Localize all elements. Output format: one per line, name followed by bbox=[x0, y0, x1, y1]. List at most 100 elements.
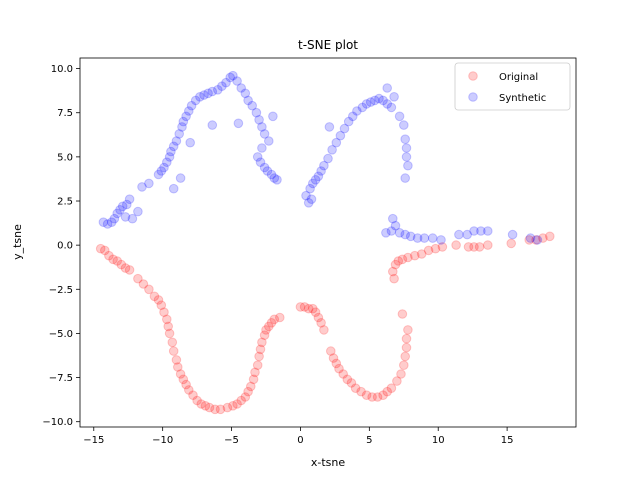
data-point bbox=[228, 401, 238, 411]
data-point bbox=[339, 123, 350, 134]
data-point bbox=[264, 136, 274, 146]
x-tick-label: −5 bbox=[224, 435, 239, 446]
data-point bbox=[156, 166, 167, 176]
x-ticks: −15 −10 −5 0 5 10 15 bbox=[83, 427, 513, 446]
data-point bbox=[181, 379, 191, 390]
data-point bbox=[308, 178, 318, 189]
data-point bbox=[232, 76, 242, 86]
data-point bbox=[112, 208, 122, 219]
data-point bbox=[149, 291, 160, 302]
data-point bbox=[357, 102, 368, 113]
data-point bbox=[138, 279, 149, 289]
data-point bbox=[436, 235, 446, 245]
data-point bbox=[233, 118, 244, 129]
data-point bbox=[167, 337, 178, 348]
data-point bbox=[295, 302, 306, 312]
data-point bbox=[474, 242, 485, 252]
data-point bbox=[334, 363, 344, 374]
data-point bbox=[306, 194, 317, 204]
data-point bbox=[153, 169, 164, 180]
data-point bbox=[343, 116, 354, 127]
data-point bbox=[397, 309, 408, 319]
data-point bbox=[507, 229, 518, 240]
data-point bbox=[403, 252, 413, 263]
data-point bbox=[98, 217, 109, 227]
data-point bbox=[153, 295, 164, 305]
data-point bbox=[168, 141, 179, 152]
data-point bbox=[378, 390, 388, 401]
data-point bbox=[301, 190, 311, 201]
y-tick-label: −5.0 bbox=[49, 329, 73, 340]
data-point bbox=[374, 93, 384, 104]
data-point bbox=[405, 231, 416, 242]
data-point bbox=[399, 360, 409, 371]
data-point bbox=[356, 386, 366, 397]
data-point bbox=[427, 233, 438, 243]
data-point bbox=[423, 245, 434, 256]
data-point bbox=[104, 250, 114, 261]
data-point bbox=[401, 152, 412, 162]
y-tick-label: −2.5 bbox=[49, 285, 73, 296]
data-point bbox=[269, 173, 280, 183]
data-point bbox=[451, 240, 461, 250]
data-point bbox=[310, 175, 321, 185]
data-point bbox=[156, 300, 167, 311]
data-point bbox=[236, 83, 246, 93]
data-point bbox=[272, 175, 282, 185]
data-point bbox=[388, 266, 398, 277]
y-tick-label: −10.0 bbox=[42, 417, 73, 428]
data-point bbox=[365, 97, 376, 107]
legend-label-original: Original bbox=[499, 72, 538, 83]
data-point bbox=[190, 95, 201, 106]
data-point bbox=[168, 346, 179, 356]
data-point bbox=[175, 369, 186, 379]
data-point bbox=[171, 136, 182, 146]
legend-marker-synthetic bbox=[468, 92, 478, 102]
data-point bbox=[207, 86, 218, 97]
data-point bbox=[469, 226, 479, 236]
legend-frame bbox=[454, 62, 571, 111]
series-original bbox=[95, 231, 555, 415]
data-point bbox=[254, 115, 264, 125]
data-point bbox=[162, 157, 172, 167]
data-point bbox=[120, 263, 131, 273]
x-tick-label: 10 bbox=[432, 435, 445, 446]
data-point bbox=[261, 325, 271, 335]
x-tick-label: −15 bbox=[83, 435, 104, 446]
data-point bbox=[222, 402, 233, 413]
data-point bbox=[192, 395, 202, 406]
x-tick-label: 5 bbox=[366, 435, 372, 446]
data-point bbox=[397, 254, 408, 265]
data-point bbox=[112, 256, 122, 266]
data-point bbox=[257, 143, 267, 153]
data-point bbox=[186, 100, 197, 111]
data-point bbox=[275, 312, 285, 323]
data-point bbox=[133, 206, 143, 217]
data-point bbox=[248, 374, 259, 385]
data-point bbox=[124, 194, 135, 204]
data-point bbox=[215, 404, 226, 415]
data-point bbox=[367, 392, 377, 402]
data-point bbox=[331, 137, 342, 148]
data-point bbox=[308, 303, 318, 314]
data-point bbox=[382, 386, 393, 397]
data-point bbox=[400, 173, 411, 183]
legend-label-synthetic: Synthetic bbox=[499, 93, 546, 104]
chart-title: t-SNE plot bbox=[298, 38, 358, 52]
data-point bbox=[247, 100, 257, 111]
data-point bbox=[469, 242, 479, 252]
data-point bbox=[361, 99, 372, 109]
data-point bbox=[250, 367, 260, 378]
data-point bbox=[257, 337, 267, 348]
data-point bbox=[159, 307, 169, 318]
data-point bbox=[174, 129, 184, 139]
data-point bbox=[361, 390, 372, 401]
data-point bbox=[257, 122, 267, 132]
x-tick-label: −10 bbox=[152, 435, 173, 446]
data-point bbox=[116, 259, 127, 270]
data-point bbox=[531, 235, 541, 245]
data-point bbox=[266, 318, 277, 328]
data-point bbox=[255, 344, 266, 355]
data-point bbox=[326, 346, 336, 356]
data-point bbox=[327, 145, 337, 155]
